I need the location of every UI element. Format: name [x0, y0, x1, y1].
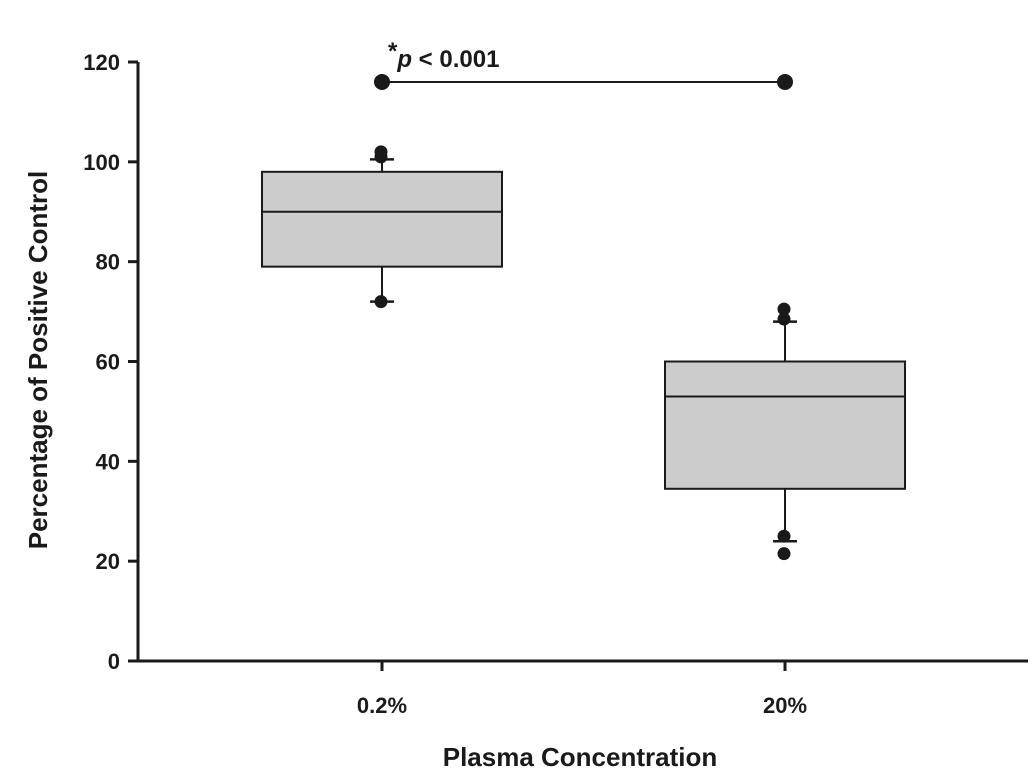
y-tick-label: 80: [96, 250, 120, 275]
significance-annotation: *p < 0.001: [374, 38, 793, 90]
outlier-point: [374, 145, 388, 159]
significance-star: *: [388, 38, 398, 65]
box-iqr: [261, 170, 503, 268]
significance-p-letter: p: [396, 46, 412, 73]
y-tick-label: 120: [83, 50, 120, 75]
box-group: [664, 302, 906, 561]
outlier-point: [374, 295, 388, 309]
outlier-point: [777, 302, 791, 316]
x-axis: 0.2% 20%: [138, 659, 1028, 718]
significance-p-value: < 0.001: [412, 46, 499, 73]
x-tick-label: 20%: [763, 693, 807, 718]
significance-endpoint-left: [374, 73, 390, 90]
y-tick-label: 100: [83, 150, 120, 175]
y-tick-label: 0: [108, 649, 120, 674]
significance-endpoint-right: [777, 73, 793, 90]
box-plots: [261, 145, 906, 561]
box-group: [261, 145, 503, 309]
box-iqr: [664, 360, 906, 490]
y-axis-title: Percentage of Positive Control: [23, 171, 53, 550]
outlier-point: [777, 547, 791, 561]
outlier-point: [777, 312, 791, 326]
x-tick-label: 0.2%: [357, 693, 407, 718]
outlier-point: [777, 529, 791, 543]
y-axis: 0 20 40 60 80 100 120: [83, 50, 140, 674]
y-tick-label: 20: [96, 549, 120, 574]
y-tick-label: 60: [96, 350, 120, 375]
x-axis-title: Plasma Concentration: [443, 742, 718, 772]
significance-label: *p < 0.001: [388, 38, 499, 73]
y-tick-label: 40: [96, 449, 120, 474]
